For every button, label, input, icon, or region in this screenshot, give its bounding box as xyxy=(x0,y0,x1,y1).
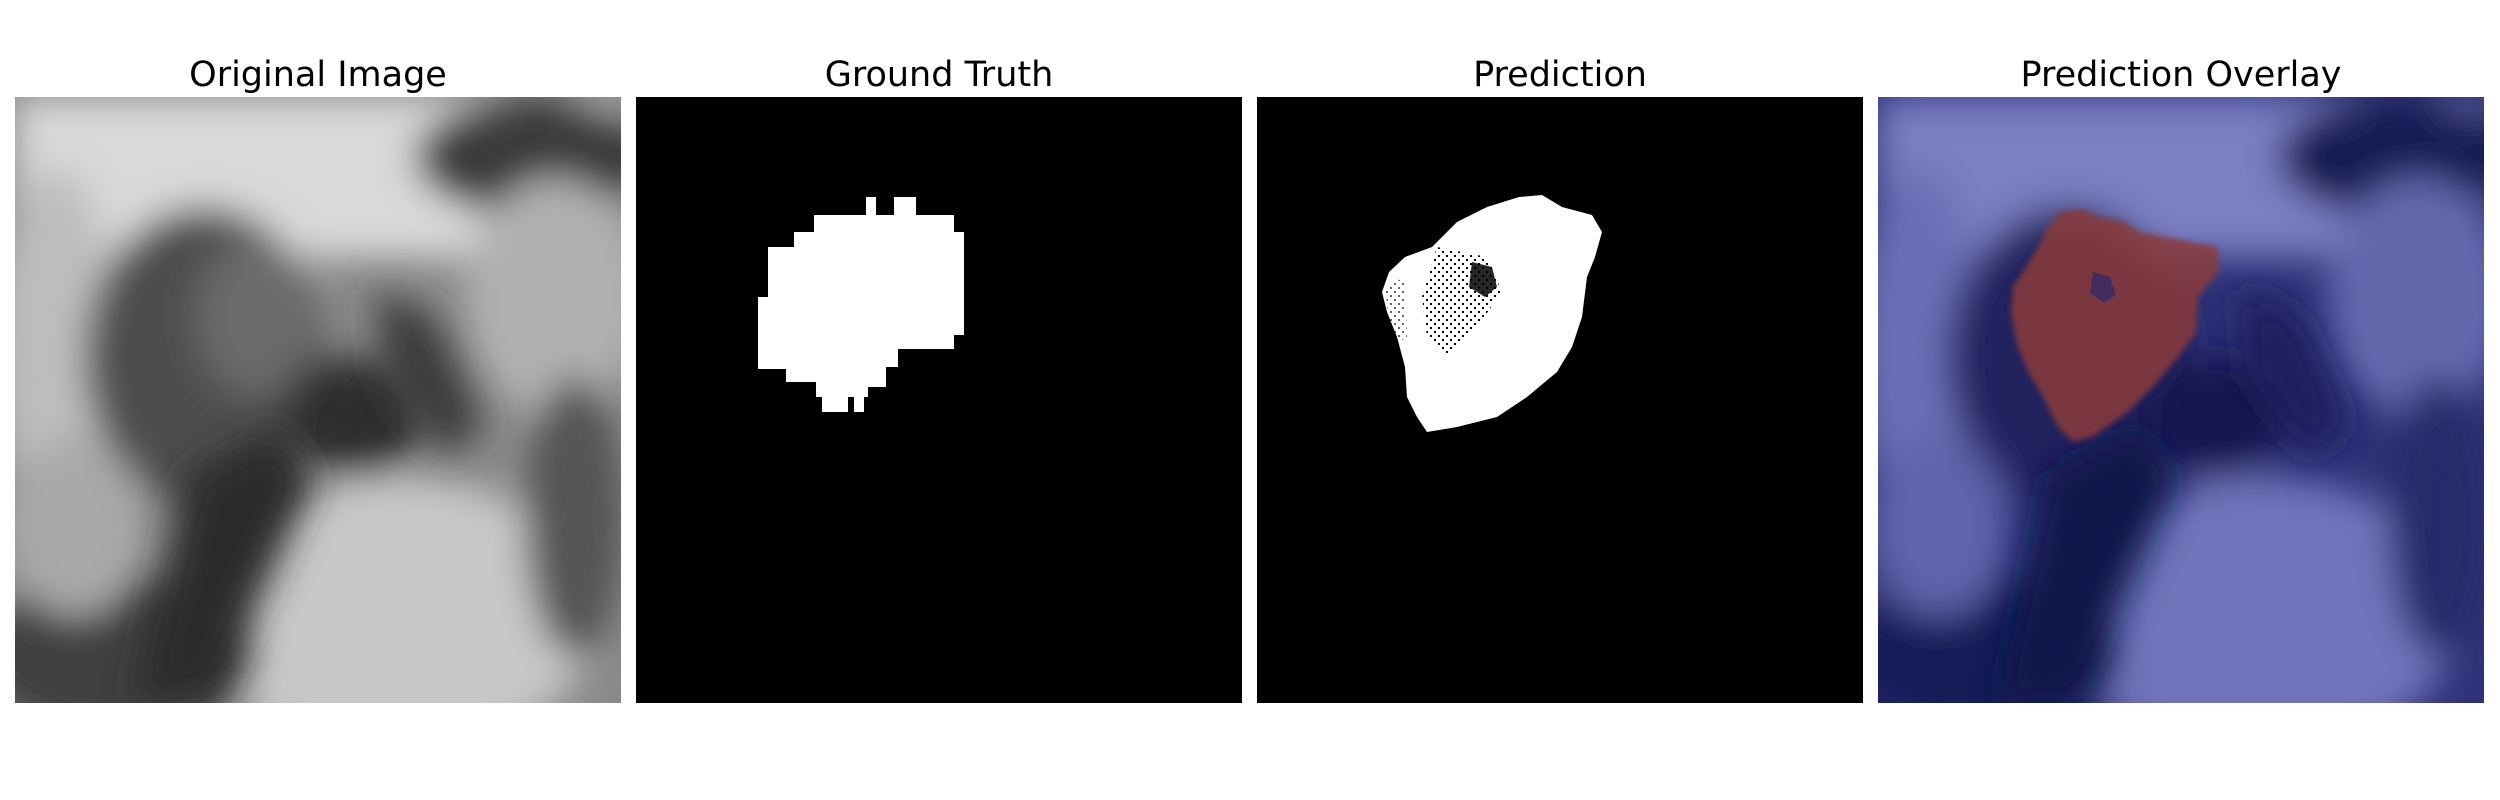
original-image-panel xyxy=(15,97,621,703)
original-image xyxy=(15,97,621,703)
panel-title-ground-truth: Ground Truth xyxy=(824,55,1054,95)
prediction-panel xyxy=(1257,97,1863,703)
prediction-overlay-panel xyxy=(1878,97,2484,703)
panel-title-prediction: Prediction xyxy=(1473,55,1647,95)
prediction-mask xyxy=(1257,97,1863,703)
prediction-overlay xyxy=(1878,97,2484,703)
panel-title-original: Original Image xyxy=(189,55,447,95)
ground-truth-mask xyxy=(636,97,1242,703)
panel-title-overlay: Prediction Overlay xyxy=(2020,55,2342,95)
ground-truth-panel xyxy=(636,97,1242,703)
